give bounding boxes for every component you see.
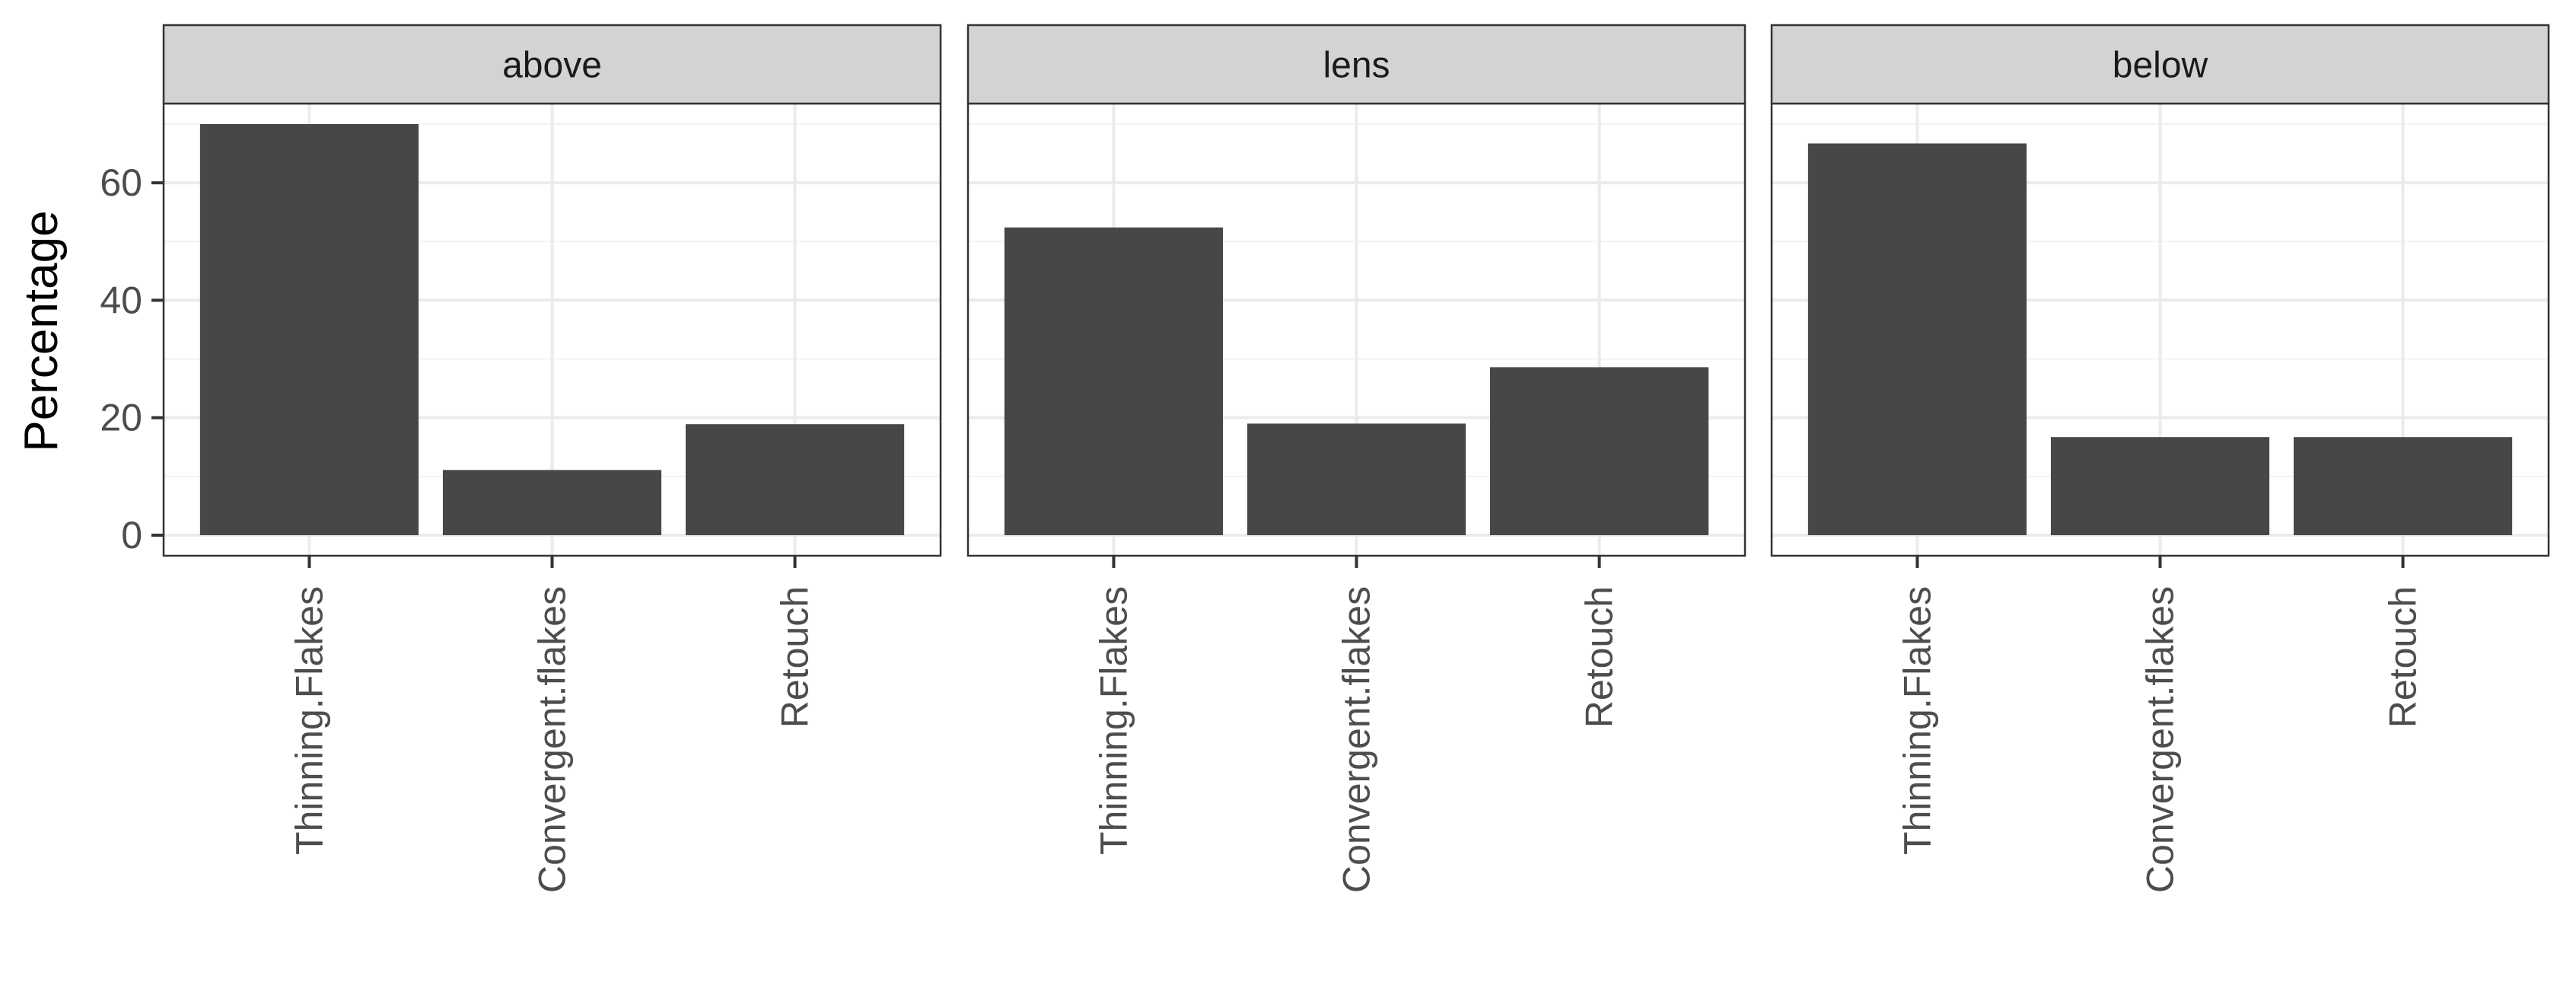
facet-strip [966,24,1747,105]
bar-below-Retouch [2293,437,2513,535]
x-tick-label: Retouch [2382,586,2425,728]
bar-lens-Convergent.flakes [1247,423,1466,535]
y-tick-label: 60 [100,161,142,204]
facet-strip-label: below [2113,46,2208,86]
y-tick-label: 20 [100,397,142,439]
facet-strip [162,24,942,105]
facet-strip-label: lens [1323,46,1390,86]
x-tick-label: Convergent.flakes [2139,586,2182,893]
y-tick-label: 0 [121,514,142,556]
facet-strip-label: above [502,46,602,86]
y-tick-label: 40 [100,279,142,321]
panels-layer: above Thinning.Flakes Convergent.flakes Ret… [100,24,2550,893]
x-tick-label: Thinning.Flakes [1896,586,1938,855]
facet-strip [1770,24,2550,105]
bar-lens-Thinning.Flakes [1004,227,1224,535]
y-axis-title: Percentage [15,210,68,451]
bar-above-Retouch [685,424,905,535]
facet-panel-lens: lens Thinning.Flakes Convergent.flakes Reto… [966,24,1747,893]
facet-panel-above: above Thinning.Flakes Convergent.flakes Ret… [162,24,942,893]
x-tick-label: Convergent.flakes [531,586,574,893]
x-tick-label: Convergent.flakes [1336,586,1378,893]
x-tick-label: Retouch [774,586,817,728]
bar-above-Convergent.flakes [442,470,662,535]
bar-below-Thinning.Flakes [1807,143,2027,535]
facet-panel-below: below Thinning.Flakes Convergent.flakes Ret… [1770,24,2550,893]
x-tick-label: Thinning.Flakes [1092,586,1135,855]
bar-lens-Retouch [1489,367,1709,535]
bar-above-Thinning.Flakes [199,124,419,535]
x-tick-label: Retouch [1578,586,1621,728]
bar-below-Convergent.flakes [2050,437,2270,535]
x-tick-label: Thinning.Flakes [288,586,330,855]
